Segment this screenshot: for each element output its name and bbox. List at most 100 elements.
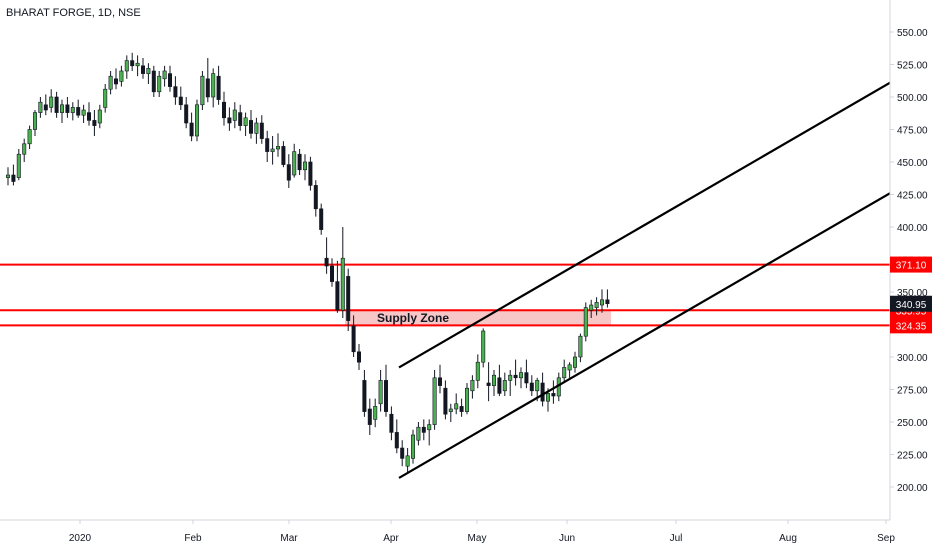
candle-body — [427, 424, 432, 431]
candle-body — [168, 73, 173, 87]
candle-body — [475, 361, 480, 381]
time-tick-label: Jul — [670, 533, 683, 544]
candle-body — [599, 299, 604, 306]
time-tick-label: Mar — [280, 533, 298, 544]
candle-body — [70, 107, 75, 113]
candle-body — [103, 88, 108, 108]
price-tick-label: 425.00 — [897, 191, 928, 202]
candle-body — [286, 164, 291, 181]
candle-body — [189, 122, 194, 137]
candle-body — [562, 367, 567, 379]
channel-lines-layer — [398, 81, 891, 479]
candle-body — [173, 86, 178, 98]
candle-body — [313, 185, 318, 210]
axes-layer — [0, 0, 891, 521]
candle-body — [329, 265, 334, 282]
candle-body — [141, 65, 146, 74]
price-tick-label: 525.00 — [897, 61, 928, 72]
candle-body — [383, 380, 388, 412]
candle-body — [589, 304, 594, 311]
exchange: NSE — [118, 7, 141, 19]
channel-lower[interactable] — [398, 192, 891, 479]
candle-body — [367, 408, 372, 425]
chart-title: BHARAT FORGE, 1D, NSE — [6, 7, 141, 19]
candle-body — [324, 257, 329, 267]
channel-upper[interactable] — [398, 81, 891, 369]
candle-body — [351, 325, 356, 353]
candle-body — [81, 109, 86, 116]
candle-body — [162, 70, 167, 80]
price-tick-label: 550.00 — [897, 28, 928, 39]
time-axis[interactable]: 2020 Feb Mar Apr May Jun Jul Aug Sep — [69, 520, 895, 544]
candle-body — [491, 374, 496, 386]
price-tick-label: 500.00 — [897, 93, 928, 104]
candle-body — [200, 75, 205, 106]
candle-body — [76, 107, 81, 116]
candle-body — [437, 377, 442, 386]
candle-body — [124, 60, 129, 72]
candle-body — [184, 104, 189, 124]
price-tick-label: 275.00 — [897, 386, 928, 397]
candle-body — [157, 75, 162, 93]
candle-body — [151, 70, 156, 93]
candle-body — [481, 330, 486, 363]
candle-body — [302, 161, 307, 171]
time-tick-label: Feb — [184, 533, 202, 544]
current-price-tag: 340.95 — [896, 300, 927, 311]
candle-body — [529, 382, 534, 392]
supply-zone-layer: Supply Zone — [345, 310, 611, 326]
time-tick-label: Apr — [383, 533, 399, 544]
candle-body — [243, 117, 248, 126]
candle-body — [59, 104, 64, 113]
candle-body — [6, 174, 11, 178]
price-tick-label: 300.00 — [897, 353, 928, 364]
price-tick-label: 225.00 — [897, 451, 928, 462]
candle-body — [97, 109, 102, 124]
price-tick-label: 250.00 — [897, 418, 928, 429]
candle-body — [470, 380, 475, 392]
candle-body — [572, 356, 577, 368]
candle-body — [297, 153, 302, 171]
candle-body — [65, 104, 70, 113]
candle-body — [249, 120, 254, 134]
candle-body — [443, 387, 448, 415]
candle-body — [308, 161, 313, 186]
candle-body — [222, 101, 227, 119]
candle-body — [146, 68, 151, 74]
price-tick-label: 400.00 — [897, 223, 928, 234]
candle-body — [108, 75, 113, 90]
candle-body — [259, 122, 264, 139]
candle-body — [540, 382, 545, 402]
candle-body — [497, 377, 502, 394]
candle-body — [340, 257, 345, 311]
time-tick-label: 2020 — [69, 533, 92, 544]
candle-body — [567, 364, 572, 371]
candle-body — [292, 151, 297, 176]
candle-body — [135, 62, 140, 67]
candle-body — [22, 143, 27, 155]
candle-body — [459, 406, 464, 412]
candle-body — [87, 112, 92, 121]
candle-body — [119, 70, 124, 82]
candle-body — [346, 276, 351, 321]
candle-body — [232, 109, 237, 121]
price-tick-label: 350.00 — [897, 288, 928, 299]
candle-body — [410, 434, 415, 459]
candle-body — [518, 372, 523, 379]
candle-body — [265, 138, 270, 152]
candle-body — [578, 335, 583, 358]
candle-body — [211, 73, 216, 98]
candle-body — [545, 393, 550, 402]
candle-body — [92, 120, 97, 126]
time-tick-label: May — [468, 533, 487, 544]
time-tick-label: Jun — [559, 533, 575, 544]
candle-body — [238, 112, 243, 126]
supply-zone-box — [345, 310, 611, 326]
level-tag-resistance-371: 371.10 — [896, 261, 927, 272]
candle-body — [281, 146, 286, 165]
price-tick-label: 475.00 — [897, 126, 928, 137]
candle-body — [394, 432, 399, 449]
candle-body — [508, 374, 513, 381]
candle-body — [513, 374, 518, 379]
